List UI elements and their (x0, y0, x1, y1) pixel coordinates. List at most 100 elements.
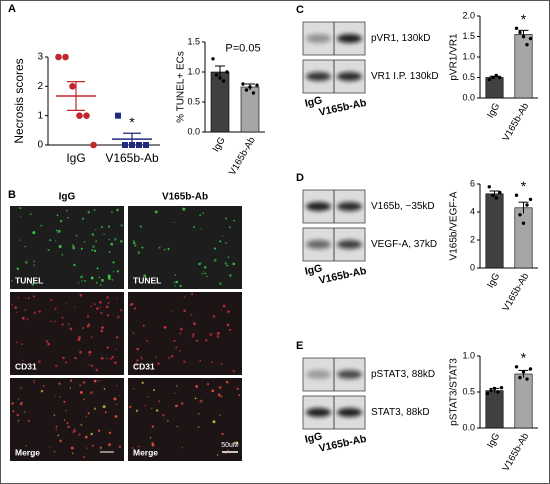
cell-signal (93, 407, 97, 410)
cell-signal (80, 275, 83, 279)
cell-signal (101, 278, 104, 282)
cell-signal (170, 355, 174, 358)
cell-signal (217, 393, 221, 397)
cell-signal (111, 356, 114, 359)
cell-signal (176, 426, 178, 428)
data-point (225, 70, 229, 74)
cell-signal (45, 340, 48, 343)
y-axis-label: % TUNEL+ ECs (176, 51, 187, 123)
annotation: * (521, 350, 527, 366)
cell-signal (104, 411, 107, 414)
cell-signal (103, 233, 105, 235)
y-tick-label: 1 (37, 110, 43, 121)
data-point (248, 85, 252, 89)
cell-signal (16, 341, 18, 344)
column-header: IgG (59, 192, 76, 203)
column-header: V165b-Ab (162, 192, 208, 203)
cell-signal (53, 320, 56, 323)
cell-signal (97, 429, 101, 432)
y-tick-label: 1.5 (187, 36, 200, 46)
cell-signal (175, 346, 178, 349)
cell-signal (17, 296, 19, 299)
cell-signal (133, 240, 135, 242)
cell-signal (90, 364, 94, 368)
cell-signal (144, 274, 147, 277)
cell-signal (87, 412, 90, 415)
cell-signal (100, 284, 102, 286)
y-axis-label: V165b/VEGF-A (449, 191, 460, 260)
cell-signal (87, 211, 91, 214)
cell-signal (82, 381, 86, 384)
y-tick-label: 1.0 (462, 350, 475, 360)
cell-signal (163, 248, 166, 251)
cell-signal (108, 238, 110, 241)
cell-signal (42, 384, 45, 387)
y-tick-label: 2 (37, 81, 43, 92)
cell-signal (210, 361, 213, 364)
cell-signal (220, 362, 223, 365)
cell-signal (93, 209, 96, 211)
data-point (528, 367, 533, 371)
cell-signal (102, 405, 106, 409)
cell-signal (113, 397, 117, 401)
cell-signal (195, 339, 199, 343)
cell-signal (158, 246, 161, 249)
cell-signal (78, 433, 81, 436)
cell-signal (54, 307, 57, 310)
cell-signal (82, 326, 85, 330)
cell-signal (87, 323, 91, 326)
cell-signal (181, 446, 183, 449)
cell-signal (132, 387, 135, 390)
cell-signal (98, 276, 101, 279)
cell-signal (28, 297, 31, 300)
data-point (528, 36, 533, 41)
cell-signal (54, 364, 58, 368)
cell-signal (227, 310, 230, 313)
cell-signal (33, 264, 36, 266)
annotation: P=0.05 (225, 43, 260, 55)
cell-signal (95, 229, 97, 231)
cell-signal (58, 245, 62, 248)
cell-signal (219, 240, 222, 243)
cell-signal (120, 240, 123, 243)
cell-signal (33, 311, 37, 315)
cell-signal (47, 342, 51, 346)
cell-signal (82, 456, 85, 459)
cell-signal (202, 212, 205, 215)
y-tick-label: 0.5 (462, 386, 475, 396)
cell-signal (58, 382, 61, 385)
cell-signal (151, 441, 154, 445)
cell-signal (67, 216, 69, 219)
cell-signal (136, 347, 140, 351)
cell-signal (151, 425, 154, 428)
y-tick-label: 3 (37, 52, 43, 63)
cell-signal (111, 211, 113, 214)
cell-signal (109, 358, 112, 360)
cell-signal (175, 280, 179, 284)
band-label: STAT3, 88kD (371, 407, 430, 418)
cell-signal (24, 309, 27, 312)
cell-signal (153, 389, 155, 391)
cell-signal (173, 221, 175, 223)
cell-signal (56, 232, 59, 234)
cell-signal (99, 311, 103, 315)
cell-signal (66, 421, 69, 424)
data-point (55, 53, 62, 61)
data-point (494, 73, 498, 78)
panel-label: C (296, 4, 304, 16)
y-tick-label: 0.5 (462, 72, 475, 82)
cell-signal (193, 322, 196, 326)
cell-signal (180, 402, 184, 405)
cell-signal (218, 282, 222, 286)
cell-signal (88, 350, 91, 354)
y-tick-label: 6 (470, 178, 475, 188)
y-tick-label: 2.0 (462, 10, 475, 20)
y-tick-label: 0.0 (462, 422, 475, 432)
bar (514, 34, 533, 99)
cell-signal (33, 381, 35, 384)
cell-signal (59, 439, 62, 443)
bar (514, 373, 533, 429)
cell-signal (219, 414, 221, 417)
cell-signal (61, 323, 64, 326)
